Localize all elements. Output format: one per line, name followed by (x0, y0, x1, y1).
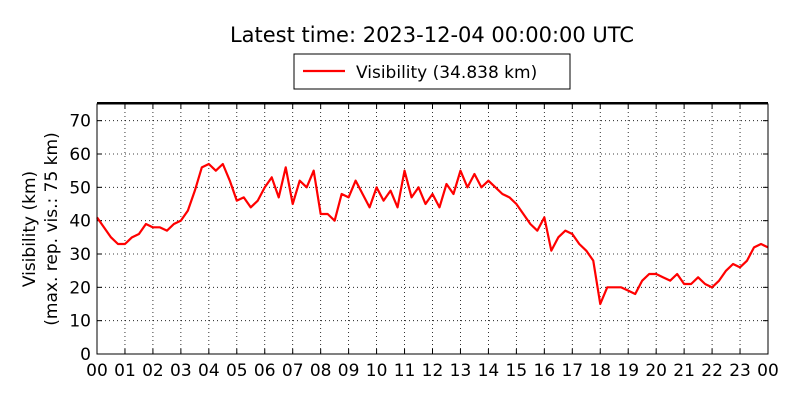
x-tick-label: 20 (645, 361, 667, 381)
y-tick-label: 50 (69, 178, 91, 198)
x-tick-label: 08 (310, 361, 332, 381)
x-tick-label: 06 (254, 361, 276, 381)
data-line (96, 162, 769, 306)
x-tick-label: 19 (617, 361, 639, 381)
y-tick-label: 60 (69, 145, 91, 165)
x-tick-label: 10 (366, 361, 388, 381)
chart-title: Latest time: 2023-12-04 00:00:00 UTC (230, 23, 634, 47)
x-tick-label: 14 (478, 361, 500, 381)
y-axis-label: Visibility (km) (20, 171, 40, 287)
x-tick-label: 12 (422, 361, 444, 381)
y-tick-label: 30 (69, 245, 91, 265)
x-tick-label: 02 (142, 361, 164, 381)
x-tick-label: 05 (226, 361, 248, 381)
x-tick-label: 18 (589, 361, 611, 381)
y-tick-label: 10 (69, 312, 91, 332)
y-tick-label: 0 (80, 345, 91, 365)
x-tick-label: 15 (506, 361, 528, 381)
x-tick-label: 00 (86, 361, 108, 381)
x-tick-label: 11 (394, 361, 416, 381)
x-tick-label: 00 (757, 361, 779, 381)
x-tick-label: 04 (198, 361, 220, 381)
x-tick-label: 01 (114, 361, 136, 381)
y-tick-label: 40 (69, 212, 91, 232)
y-axis-label: (max. rep. vis.: 75 km) (42, 132, 62, 325)
y-tick-label: 20 (69, 278, 91, 298)
x-tick-label: 21 (673, 361, 695, 381)
x-tick-label: 07 (282, 361, 304, 381)
x-tick-label: 13 (450, 361, 472, 381)
x-tick-label: 16 (534, 361, 556, 381)
x-tick-label: 09 (338, 361, 360, 381)
x-tick-label: 03 (170, 361, 192, 381)
y-tick-label: 70 (69, 112, 91, 132)
legend-label: Visibility (34.838 km) (356, 63, 537, 83)
x-tick-label: 23 (729, 361, 751, 381)
x-tick-label: 17 (561, 361, 583, 381)
x-tick-label: 22 (701, 361, 723, 381)
